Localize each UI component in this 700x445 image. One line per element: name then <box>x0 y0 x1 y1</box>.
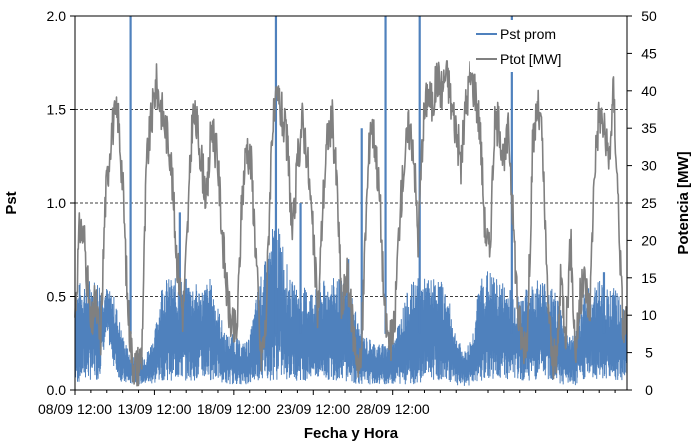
x-axis-title: Fecha y Hora <box>304 425 399 442</box>
y-tick-label: 1.0 <box>47 195 67 211</box>
y-tick-label: 2.0 <box>47 8 67 24</box>
x-tick-label: 08/09 12:00 <box>38 401 112 417</box>
legend: Pst prom Ptot [MW] <box>470 20 590 72</box>
ptot-series <box>74 60 628 387</box>
y2-tick-label: 30 <box>641 158 657 174</box>
y2-tick-label: 5 <box>645 345 653 361</box>
y2-tick-label: 10 <box>641 307 657 323</box>
y2-tick-label: 40 <box>641 83 657 99</box>
y2-tick-label: 0 <box>645 382 653 398</box>
ptot-line <box>74 60 628 387</box>
y2-tick-label: 35 <box>641 120 657 136</box>
x-axis-ticks: 08/09 12:00 13/09 12:00 18/09 12:00 23/09 1… <box>38 390 616 417</box>
y-tick-label: 0.5 <box>47 289 67 305</box>
y2-tick-label: 50 <box>641 8 657 24</box>
y-tick-label: 1.5 <box>47 102 67 118</box>
y-axis-title-left: Pst <box>3 191 20 214</box>
legend-label-ptot: Ptot [MW] <box>500 51 561 67</box>
x-tick-label: 23/09 12:00 <box>276 401 350 417</box>
y-tick-label: 0.0 <box>47 382 67 398</box>
y2-tick-label: 25 <box>641 195 657 211</box>
legend-label-pst-prom: Pst prom <box>500 26 556 42</box>
x-tick-label: 28/09 12:00 <box>356 401 430 417</box>
left-axis-ticks: 0.0 0.5 1.0 1.5 2.0 <box>47 8 75 398</box>
x-tick-label: 18/09 12:00 <box>197 401 271 417</box>
x-tick-label: 13/09 12:00 <box>117 401 191 417</box>
y-axis-title-right: Potencia [MW] <box>675 151 692 254</box>
pst-prom-line <box>74 228 628 386</box>
right-axis-ticks: 0 5 10 15 20 25 30 35 40 45 50 <box>627 8 657 398</box>
y2-tick-label: 15 <box>641 270 657 286</box>
y2-tick-label: 20 <box>641 232 657 248</box>
y2-tick-label: 45 <box>641 45 657 61</box>
